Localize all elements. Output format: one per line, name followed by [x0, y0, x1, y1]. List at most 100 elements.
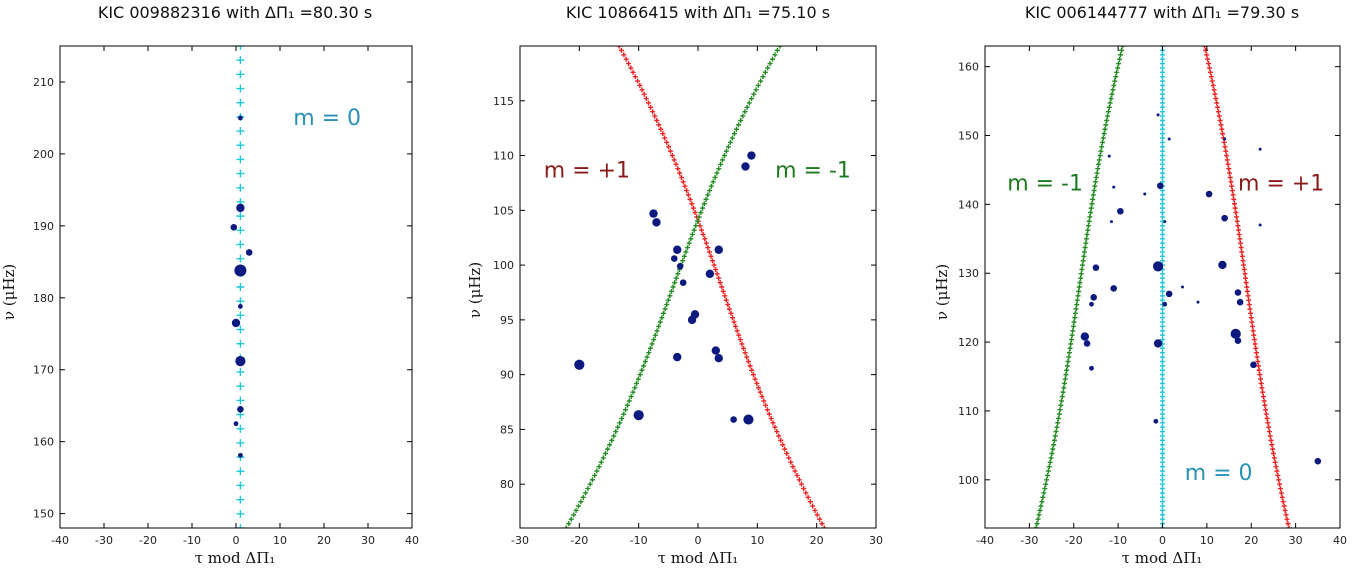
- ridge-marker-mplus-3: [1211, 87, 1217, 93]
- ridge-marker-mminus-3: [1096, 157, 1102, 163]
- ridge-marker-mplus-3: [1269, 442, 1275, 448]
- ridge-marker-mplus-2: [628, 65, 634, 71]
- ridge-marker-mminus-2: [667, 293, 673, 299]
- data-point: [1083, 340, 1091, 347]
- ridge-marker-mplus-3: [1205, 56, 1211, 62]
- ridge-marker-mzero-3: [1160, 275, 1165, 281]
- ridge-marker-mplus-2: [772, 424, 778, 430]
- data-point: [1180, 285, 1184, 289]
- ridge-marker-mplus-2: [675, 166, 681, 172]
- ridge-marker-mzero-3: [1160, 201, 1165, 207]
- ridge-marker-mplus-3: [1236, 227, 1242, 233]
- data-point: [747, 151, 756, 160]
- ridge-marker-mzero-1: [236, 495, 245, 504]
- ridge-marker-mplus-3: [1255, 358, 1261, 364]
- y-tick-label: 120: [958, 336, 979, 349]
- ridge-marker-mplus-2: [637, 82, 643, 88]
- ridge-marker-mminus-3: [1115, 65, 1121, 71]
- ridge-marker-mplus-3: [1263, 407, 1269, 413]
- x-tick-label: -10: [630, 534, 648, 547]
- ridge-marker-mplus-2: [708, 253, 714, 259]
- ridge-marker-mplus-2: [768, 415, 774, 421]
- ridge-marker-mplus-2: [626, 61, 632, 67]
- ridge-marker-mplus-2: [749, 367, 755, 373]
- ridge-marker-mminus-2: [617, 420, 623, 426]
- ridge-marker-mplus-3: [1227, 174, 1233, 180]
- ridge-marker-mplus-3: [1273, 464, 1279, 470]
- ridge-marker-mminus-2: [712, 174, 718, 180]
- ridge-marker-mminus-3: [1064, 367, 1070, 373]
- ridge-marker-mplus-2: [618, 47, 624, 53]
- ridge-marker-mzero-1: [236, 382, 245, 391]
- ridge-marker-mzero-3: [1160, 490, 1165, 496]
- ridge-marker-mminus-2: [623, 407, 629, 413]
- data-point: [1205, 190, 1213, 198]
- ridge-marker-mminus-3: [1101, 131, 1107, 137]
- ridge-marker-mminus-2: [720, 157, 726, 163]
- ridge-marker-mzero-3: [1160, 429, 1165, 435]
- ridge-marker-mplus-3: [1214, 100, 1220, 106]
- ridge-marker-mplus-3: [1229, 183, 1235, 189]
- data-point: [231, 318, 241, 328]
- ridge-marker-mminus-3: [1037, 507, 1043, 513]
- data-point: [1112, 185, 1116, 189]
- ridge-marker-mplus-3: [1255, 363, 1261, 369]
- data-point: [1153, 418, 1159, 424]
- ridge-marker-mplus-3: [1239, 249, 1245, 255]
- ridge-marker-mzero-1: [236, 56, 245, 65]
- ridge-marker-mplus-2: [703, 240, 709, 246]
- ridge-marker-mplus-3: [1243, 275, 1249, 281]
- ridge-marker-mplus-2: [639, 87, 645, 93]
- y-tick-label: 160: [958, 61, 979, 74]
- ridge-marker-mminus-2: [660, 310, 666, 316]
- data-point: [1258, 223, 1262, 227]
- ridge-marker-mminus-2: [589, 477, 595, 483]
- data-point: [1109, 220, 1113, 224]
- ridge-marker-mzero-1: [236, 212, 245, 221]
- ridge-marker-mplus-2: [794, 472, 800, 478]
- x-tick-label: 10: [273, 534, 287, 547]
- ridge-marker-mminus-3: [1047, 459, 1053, 465]
- ridge-marker-mzero-3: [1160, 310, 1165, 316]
- ridge-marker-mplus-3: [1279, 494, 1285, 500]
- ridge-marker-mplus-2: [725, 302, 731, 308]
- ridge-marker-mminus-3: [1097, 153, 1103, 159]
- ridge-marker-mminus-2: [707, 188, 713, 194]
- data-point: [673, 245, 682, 254]
- ridge-marker-mplus-2: [757, 389, 763, 395]
- y-tick-label: 150: [33, 508, 54, 521]
- ridge-marker-mminus-2: [652, 332, 658, 338]
- ridge-marker-mplus-3: [1258, 380, 1264, 386]
- data-point: [1234, 337, 1242, 345]
- ridge-marker-mzero-3: [1160, 407, 1165, 413]
- ridge-marker-mplus-2: [632, 74, 638, 80]
- ridge-marker-mminus-3: [1036, 512, 1042, 518]
- ridge-marker-mplus-2: [736, 332, 742, 338]
- ridge-marker-mplus-3: [1210, 82, 1216, 88]
- mode-annotation: m = -1: [1007, 172, 1083, 197]
- ridge-marker-mplus-3: [1258, 376, 1264, 382]
- ridge-marker-mzero-3: [1160, 69, 1165, 75]
- ridge-marker-mzero-3: [1160, 170, 1165, 176]
- ridge-marker-mzero-3: [1160, 109, 1165, 115]
- ridge-marker-mminus-3: [1040, 494, 1046, 500]
- ridge-marker-mplus-2: [742, 350, 748, 356]
- ridge-marker-mzero-3: [1160, 231, 1165, 237]
- ridge-marker-mminus-3: [1041, 490, 1047, 496]
- panel-1-ylabel: ν (μHz): [0, 264, 18, 320]
- ridge-marker-mplus-2: [713, 266, 719, 272]
- ridge-marker-mplus-3: [1241, 266, 1247, 272]
- y-tick-label: 160: [33, 436, 54, 449]
- ridge-marker-mplus-2: [790, 464, 796, 470]
- ridge-marker-mminus-2: [583, 490, 589, 496]
- ridge-marker-mzero-3: [1160, 78, 1165, 84]
- ridge-marker-mminus-2: [613, 429, 619, 435]
- ridge-marker-mplus-3: [1232, 205, 1238, 211]
- ridge-marker-mminus-2: [672, 280, 678, 286]
- data-point: [1221, 214, 1228, 222]
- ridge-marker-mplus-2: [731, 319, 737, 325]
- ridge-marker-mzero-3: [1160, 253, 1165, 259]
- data-point: [652, 218, 661, 227]
- ridge-marker-mplus-3: [1277, 486, 1283, 492]
- data-point: [234, 264, 247, 277]
